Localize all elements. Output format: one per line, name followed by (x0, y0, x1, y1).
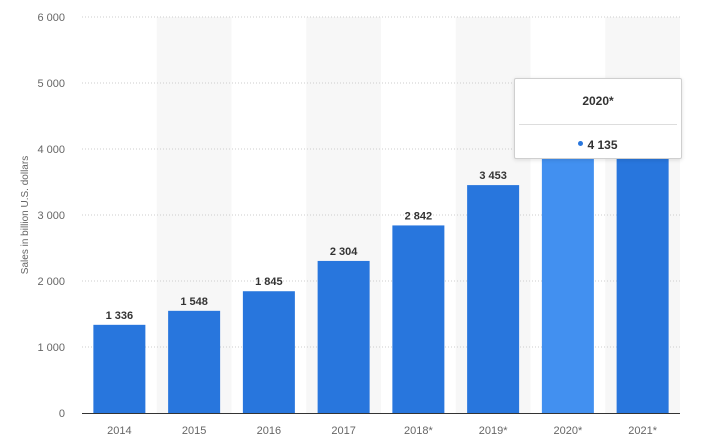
y-tick-label: 5 000 (37, 78, 65, 90)
bars (93, 102, 669, 414)
x-tick-label: 2018* (404, 425, 433, 437)
bar[interactable] (467, 185, 520, 413)
tooltip-divider (519, 124, 677, 125)
data-label: 2 304 (330, 246, 358, 258)
data-label: 3 453 (479, 170, 507, 182)
x-tick-label: 2014 (107, 425, 131, 437)
x-tick-label: 2015 (182, 425, 206, 437)
x-tick-label: 2021* (628, 425, 657, 437)
bar[interactable] (541, 140, 594, 413)
data-label: 1 845 (255, 276, 283, 288)
bar[interactable] (242, 291, 295, 413)
y-axis-title: Sales in billion U.S. dollars (20, 156, 31, 274)
x-axis-ticks: 2014 2015 2016 2017 2018* 2019* 2020* 2021* (107, 425, 658, 437)
bar[interactable] (93, 324, 146, 413)
y-tick-label: 3 000 (37, 210, 65, 222)
bar[interactable] (317, 260, 370, 413)
x-tick-label: 2020* (553, 425, 582, 437)
y-tick-label: 2 000 (37, 276, 65, 288)
x-tick-label: 2019* (479, 425, 508, 437)
data-label: 1 548 (180, 296, 208, 308)
data-labels: 1 336 1 548 1 845 2 304 2 842 3 453 (106, 170, 507, 322)
series-dot-icon (578, 141, 584, 147)
tooltip-row: 4 135 (515, 138, 681, 152)
y-tick-label: 0 (59, 408, 65, 420)
y-axis-ticks: 0 1 000 2 000 3 000 4 000 5 000 6 000 (37, 12, 65, 420)
tooltip-value: 4 135 (587, 138, 618, 152)
y-tick-label: 1 000 (37, 342, 65, 354)
tooltip-title: 2020* (582, 94, 614, 108)
y-tick-label: 6 000 (37, 12, 65, 24)
data-label: 1 336 (106, 310, 134, 322)
x-tick-label: 2017 (331, 425, 355, 437)
tooltip: 2020* 4 135 (514, 78, 682, 159)
bar[interactable] (392, 225, 445, 413)
x-tick-label: 2016 (257, 425, 281, 437)
y-tick-label: 4 000 (37, 144, 65, 156)
data-label: 2 842 (405, 210, 433, 222)
bar[interactable] (168, 310, 221, 413)
